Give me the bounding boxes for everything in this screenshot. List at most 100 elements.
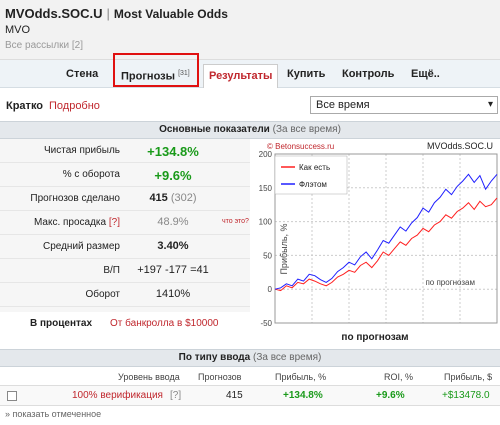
row-checkbox[interactable] (7, 391, 17, 401)
forecasts-tab-highlight (113, 53, 199, 87)
tab-control-label: Контроль (342, 68, 395, 80)
what-is-it-link[interactable]: что это? (222, 218, 249, 225)
view-brief[interactable]: Кратко (6, 100, 44, 112)
level-help-link[interactable]: [?] (170, 390, 182, 401)
tab-more[interactable]: Ещё.. (411, 60, 440, 88)
tab-buy-label: Купить (287, 68, 326, 80)
forecasts-made-value: 415 (149, 192, 168, 204)
y-tick-label: 150 (259, 184, 273, 193)
series-line-0 (274, 197, 498, 292)
count-value: 415 (226, 390, 243, 401)
page-header: MVOdds.SOC.U | Most Valuable Odds MVO Все … (0, 0, 500, 60)
profit-chart-svg: 200 150 100 50 0 -50 © Betonsuccess.ru MVOdds… (253, 139, 500, 344)
chart-lines (274, 173, 498, 292)
short-name: MVO (5, 24, 31, 36)
stat-row: В/П +197 -177 =41 (0, 259, 250, 283)
type-section-note: (За все время) (253, 352, 322, 363)
period-select[interactable]: Все время ▾ (310, 96, 498, 114)
stat-label: Прогнозов сделано (30, 193, 120, 204)
type-table-header: Уровень ввода Прогнозов Прибыль, % ROI, … (0, 368, 500, 386)
profit-chart: 200 150 100 50 0 -50 © Betonsuccess.ru MVOdds… (253, 139, 500, 344)
page-title: MVOdds.SOC.U | Most Valuable Odds (5, 6, 228, 21)
tab-results[interactable]: Результаты (203, 64, 279, 88)
table-row: 100% верификация [?] 415 +134.8% +9.6% +… (0, 386, 500, 406)
max-drawdown-label: Макс. просадка (33, 217, 107, 228)
profit-usd-value: +$13478.0 (442, 390, 490, 401)
stat-label: Оборот (85, 289, 120, 300)
chart-inner-x-label: по прогнозам (425, 278, 475, 287)
percent-label: В процентах (30, 318, 93, 329)
stat-value: +197 -177 =41 (137, 264, 209, 276)
plot-frame (274, 153, 498, 324)
stat-row: Средний размер 3.40% (0, 235, 250, 259)
series-line-1 (274, 173, 498, 290)
chart-y-ticks: 200 150 100 50 0 -50 (259, 150, 273, 328)
y-tick-label: 100 (259, 218, 273, 227)
chart-source: © Betonsuccess.ru (267, 142, 334, 151)
forecasts-made-extra: (302) (170, 192, 197, 204)
stat-row: % с оборота +9.6% (0, 163, 250, 187)
stat-value: +9.6% (154, 168, 192, 183)
stat-value: 1410% (155, 288, 191, 300)
legend-box (274, 155, 348, 195)
stat-label: В/П (103, 265, 120, 276)
tab-results-label: Результаты (209, 70, 273, 82)
legend-label-as-is: Как есть (299, 163, 330, 172)
roi-value: +9.6% (376, 390, 405, 401)
main-tabs: Стена Прогнозы [31] Результаты Купить Ко… (0, 60, 500, 88)
stat-label: Чистая прибыль (44, 145, 120, 156)
tab-buy[interactable]: Купить (287, 60, 325, 88)
chart-grid (274, 153, 498, 324)
col-count: Прогнозов (198, 372, 242, 382)
bankroll-link[interactable]: От банкролла в $10000 (110, 318, 219, 329)
stat-row: Чистая прибыль +134.8% (0, 139, 250, 163)
col-profit-pct: Прибыль, % (275, 372, 327, 382)
stat-value: 3.40% (157, 240, 189, 252)
forecasts-count-badge: [31] (178, 70, 190, 77)
legend-label-flat: Флэтом (299, 180, 327, 189)
stat-row: Оборот 1410% (0, 283, 250, 307)
chart-brand: MVOdds.SOC.U (427, 141, 493, 151)
stat-row: Прогнозов сделано 415 (302) (0, 187, 250, 211)
tab-wall-label: Стена (66, 68, 99, 80)
main-section-header: Основные показатели (За все время) (0, 121, 500, 139)
title-subtitle: Most Valuable Odds (113, 7, 228, 21)
tab-forecasts-label: Прогнозы (121, 70, 176, 83)
stats-panel: Чистая прибыль +134.8% % с оборота +9.6%… (0, 139, 250, 312)
main-section-title: Основные показатели (159, 124, 270, 135)
chart-x-axis-label: по прогнозам (341, 332, 408, 343)
stat-label: Средний размер (42, 241, 120, 252)
stat-row: Макс. просадка [?] 48.9% что это? (0, 211, 250, 235)
drawdown-help-link[interactable]: [?] (108, 217, 120, 228)
col-profit-usd: Прибыль, $ (444, 372, 493, 382)
title-separator: | (106, 6, 110, 21)
all-mailings-link[interactable]: Все рассылки [2] (5, 40, 84, 51)
chart-y-axis-label: Прибыль, % (279, 223, 289, 274)
title-main[interactable]: MVOdds.SOC.U (5, 6, 103, 21)
chevron-down-icon: ▾ (487, 99, 493, 110)
view-detailed[interactable]: Подробно (49, 100, 100, 112)
chart-legend: Как есть Флэтом (274, 155, 348, 195)
tab-forecasts[interactable]: Прогнозы [31] (121, 60, 190, 88)
profit-pct-value: +134.8% (283, 390, 323, 401)
show-marked-link[interactable]: » показать отмеченное (5, 409, 102, 419)
col-roi: ROI, % (384, 372, 414, 382)
tab-control[interactable]: Контроль (342, 60, 394, 88)
y-tick-label: 0 (268, 285, 273, 294)
y-tick-label: 200 (259, 150, 273, 159)
type-section-title: По типу ввода (178, 352, 251, 363)
stat-value: 415 (302) (128, 192, 218, 204)
stat-label: % с оборота (62, 169, 120, 180)
tab-wall[interactable]: Стена (66, 60, 98, 88)
stat-value: +134.8% (147, 144, 199, 159)
level-value[interactable]: 100% верификация (72, 390, 163, 401)
stat-label: Макс. просадка [?] (34, 217, 120, 228)
stat-value: 48.9% (157, 216, 189, 228)
tab-more-label: Ещё.. (411, 68, 440, 80)
main-section-note: (За все время) (272, 124, 341, 135)
col-level: Уровень ввода (118, 372, 180, 382)
type-section-header: По типу ввода (За все время) (0, 349, 500, 367)
y-tick-label: -50 (260, 319, 272, 328)
period-select-value: Все время (316, 99, 370, 111)
y-tick-label: 50 (263, 251, 272, 260)
